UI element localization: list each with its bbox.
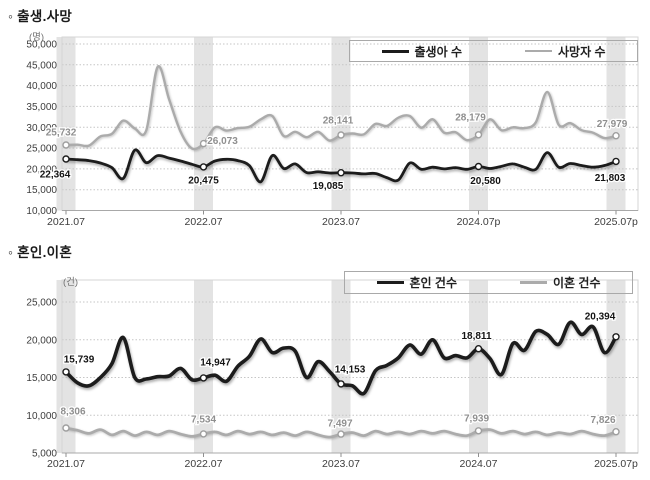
- point-marker: [199, 139, 208, 148]
- x-axis-label: 2022.07: [185, 458, 223, 470]
- y-axis-label: 20,000: [26, 335, 57, 346]
- july-highlight-band: [469, 280, 488, 453]
- legend-item-deaths: 사망자 수: [525, 43, 606, 60]
- y-axis-label: 20,000: [26, 164, 57, 175]
- point-label: 7,826: [590, 415, 615, 426]
- point-marker: [474, 131, 483, 139]
- y-axis-label: 30,000: [26, 123, 57, 134]
- july-highlight-band: [606, 280, 626, 453]
- legend-item-marriage: 혼인 건수: [376, 274, 458, 291]
- july-highlight-band: [606, 37, 626, 211]
- point-marker: [337, 380, 345, 388]
- point-marker: [474, 162, 483, 171]
- y-axis-label: 5,000: [32, 449, 57, 460]
- x-axis-label: 2024.07: [460, 458, 498, 470]
- x-axis-labels: 2021.07 2022.07 2023.07 2024.07 2025.07p: [47, 453, 638, 470]
- marriage-divorce-unit-label: (건): [63, 277, 79, 288]
- point-label: 7,939: [464, 413, 489, 424]
- point-marker: [612, 427, 620, 436]
- point-marker: [62, 368, 70, 376]
- july-highlight-band: [331, 280, 351, 453]
- y-axis-label: 10,000: [26, 411, 57, 422]
- july-highlight-band: [56, 280, 76, 453]
- x-axis-label: 2023.07: [322, 458, 360, 470]
- point-marker: [199, 374, 208, 382]
- point-label: 21,803: [595, 173, 626, 184]
- x-axis-label: 2021.07: [47, 458, 85, 470]
- point-marker: [474, 344, 483, 353]
- marriage-divorce-title: ◦ 혼인.이혼: [8, 245, 73, 260]
- july-highlight-band: [56, 37, 76, 211]
- legend-label-deaths: 사망자 수: [558, 44, 606, 59]
- point-label: 19,085: [313, 181, 344, 192]
- point-marker: [199, 430, 208, 438]
- point-marker: [474, 427, 483, 435]
- x-axis-label: 2025.07p: [594, 458, 638, 470]
- y-axis-label: 45,000: [26, 60, 57, 71]
- y-axis-label: 10,000: [26, 206, 57, 217]
- point-label: 7,497: [327, 419, 352, 430]
- births-deaths-legend: 출생아 수 사망자 수: [349, 40, 638, 62]
- point-label: 15,739: [64, 354, 95, 365]
- point-label: 14,947: [200, 357, 231, 368]
- legend-item-divorce: 이혼 건수: [520, 274, 601, 291]
- gridlines: 50,000 45,000 40,000 35,000 30,000 25,000 20,0…: [26, 40, 638, 217]
- y-axis-label: 35,000: [26, 102, 57, 113]
- y-axis-label: 50,000: [26, 40, 57, 51]
- july-highlight-band: [194, 280, 213, 453]
- y-axis-label: 15,000: [26, 373, 57, 384]
- point-label: 27,979: [597, 119, 628, 130]
- x-axis-label: 2024.07p: [457, 216, 501, 228]
- legend-label-births: 출생아 수: [414, 44, 463, 59]
- point-label: 8,306: [60, 407, 85, 418]
- point-marker: [337, 168, 345, 177]
- point-label: 25,732: [46, 128, 77, 139]
- divorce-line-swatch: [520, 281, 547, 284]
- y-axis-label: 15,000: [26, 185, 57, 196]
- point-marker: [62, 155, 70, 163]
- deaths-line-swatch: [525, 49, 552, 53]
- births-deaths-chart: 50,000 45,000 40,000 35,000 30,000 25,000 20,0…: [26, 36, 639, 228]
- legend-label-divorce: 이혼 건수: [553, 276, 601, 290]
- legend-label-marriage: 혼인 건수: [409, 276, 458, 290]
- births-deaths-unit-label: (명): [29, 32, 45, 43]
- point-label: 28,141: [323, 116, 354, 127]
- point-marker: [612, 333, 620, 341]
- y-axis-label: 40,000: [26, 81, 57, 92]
- point-label: 26,073: [207, 136, 238, 147]
- point-marker: [62, 424, 70, 432]
- highlight-bands: [56, 280, 626, 453]
- point-marker: [337, 131, 345, 139]
- point-marker: [612, 157, 620, 166]
- point-label: 7,534: [191, 414, 216, 425]
- point-marker: [62, 141, 70, 149]
- point-label: 14,153: [335, 364, 366, 375]
- point-label: 18,811: [461, 331, 491, 342]
- point-label: 20,475: [188, 175, 219, 186]
- x-axis-label: 2021.07: [47, 216, 85, 228]
- point-label: 20,580: [470, 176, 501, 187]
- y-axis-label: 25,000: [26, 144, 57, 155]
- point-label: 28,179: [455, 112, 486, 123]
- births-line-swatch: [381, 49, 409, 53]
- point-label: 20,394: [585, 311, 616, 322]
- marriage-line-swatch: [376, 281, 404, 284]
- point-marker: [337, 430, 345, 438]
- y-axis-label: 25,000: [26, 298, 57, 309]
- point-marker: [612, 131, 620, 140]
- marriage-divorce-legend: 혼인 건수 이혼 건수: [344, 271, 633, 294]
- point-marker: [199, 163, 208, 171]
- legend-item-births: 출생아 수: [381, 43, 463, 60]
- point-label: 22,364: [40, 170, 71, 181]
- x-axis-label: 2022.07: [185, 216, 223, 228]
- births-deaths-title: ◦ 출생.사망: [8, 9, 73, 24]
- x-axis-label: 2023.07: [322, 216, 360, 228]
- x-axis-labels: 2021.07 2022.07 2023.07 2024.07p 2025.07p: [47, 210, 638, 228]
- july-highlight-band: [331, 37, 351, 211]
- x-axis-label: 2025.07p: [594, 216, 638, 228]
